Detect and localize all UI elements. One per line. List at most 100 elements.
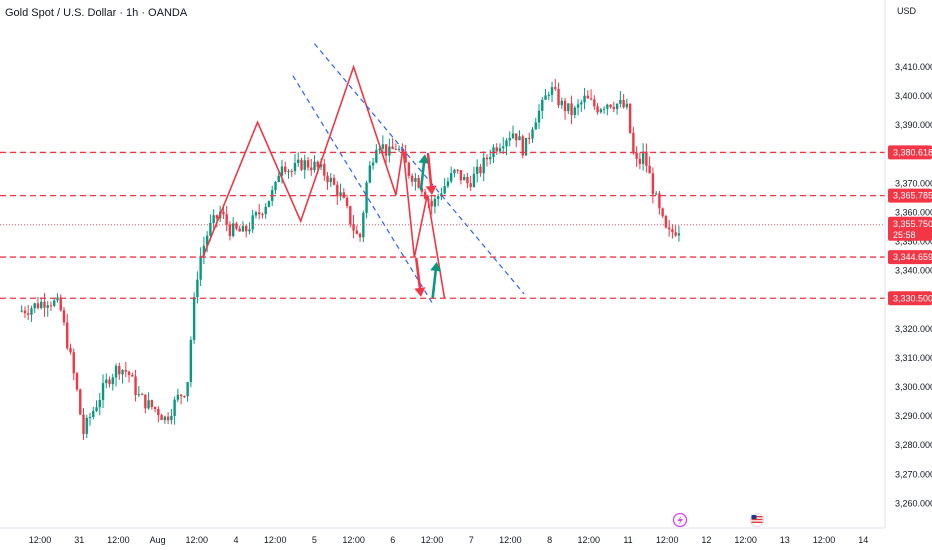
- candle-body: [606, 104, 609, 109]
- currency-label[interactable]: USD: [897, 6, 917, 16]
- candle-body: [46, 305, 49, 308]
- candle-body: [667, 227, 671, 230]
- candle-body: [654, 193, 658, 195]
- chart-title: Gold Spot / U.S. Dollar · 1h · OANDA: [5, 7, 188, 19]
- x-tick-label: 4: [233, 535, 238, 545]
- candle-body: [124, 369, 128, 372]
- candle-body: [82, 414, 85, 434]
- candle-body: [384, 144, 388, 156]
- candle-body: [196, 279, 199, 298]
- x-tick-label: 8: [547, 535, 552, 545]
- x-tick-label: 12:00: [107, 535, 130, 545]
- candle-body: [316, 161, 319, 168]
- candle-body: [534, 122, 537, 130]
- candle-body: [101, 383, 105, 400]
- x-tick-label: 5: [312, 535, 317, 545]
- level-price-label: 3,380.618: [893, 147, 932, 157]
- candle-body: [612, 107, 616, 110]
- x-tick-label: 12:00: [734, 535, 757, 545]
- level-price-tag: [888, 291, 932, 306]
- lightning-icon[interactable]: [672, 512, 688, 528]
- candle-body: [20, 310, 23, 312]
- candle-body: [23, 310, 27, 314]
- candle-body: [521, 136, 524, 156]
- candle-body: [332, 177, 336, 185]
- candle-body: [336, 184, 339, 197]
- candle-countdown: 25:58: [893, 230, 916, 240]
- candle-body: [537, 110, 541, 123]
- candle-body: [593, 99, 596, 107]
- candle-body: [127, 371, 131, 375]
- candle-body: [674, 232, 677, 236]
- candle-body: [550, 87, 554, 95]
- candle-body: [511, 133, 515, 139]
- candle-body: [92, 410, 95, 417]
- candle-body: [414, 178, 417, 182]
- candle-body: [632, 132, 635, 153]
- candle-body: [248, 229, 251, 232]
- level-price-tag: [888, 145, 932, 160]
- candle-body: [27, 313, 30, 315]
- candle-body: [274, 181, 277, 191]
- x-tick-label: 12:00: [186, 535, 209, 545]
- candle-body: [352, 224, 355, 231]
- y-tick-label: 3,290.000: [895, 411, 932, 421]
- green-arrow[interactable]: [430, 261, 442, 299]
- candle-body: [222, 211, 225, 215]
- candle-body: [586, 95, 590, 99]
- candle-body: [131, 374, 134, 377]
- candle-body: [277, 175, 280, 182]
- candle-body: [264, 206, 267, 215]
- level-price-tag: [888, 250, 932, 265]
- candle-body: [498, 148, 502, 152]
- candles-layer: [20, 78, 681, 440]
- candle-body: [596, 106, 599, 113]
- candle-body: [261, 214, 264, 216]
- candle-body: [602, 108, 606, 110]
- drawings-layer: [201, 43, 525, 303]
- candle-body: [290, 171, 293, 173]
- pattern-line[interactable]: [201, 64, 446, 299]
- red-arrow[interactable]: [425, 152, 437, 195]
- candle-body: [157, 409, 160, 416]
- candle-body: [212, 215, 215, 223]
- level-price-label: 3,344.659: [893, 252, 932, 262]
- candle-body: [329, 177, 332, 183]
- y-tick-label: 3,270.000: [895, 469, 932, 479]
- green-arrow[interactable]: [418, 154, 430, 191]
- candle-body: [75, 373, 79, 390]
- y-tick-label: 3,340.000: [895, 266, 932, 276]
- candle-body: [297, 159, 300, 164]
- candle-body: [576, 104, 580, 108]
- red-arrow[interactable]: [414, 257, 426, 297]
- candle-body: [30, 308, 33, 315]
- candle-body: [56, 297, 59, 301]
- candle-body: [111, 377, 114, 385]
- price-axis[interactable]: 3,260.000 3,270.000 3,280.000 3,290.000 3,30…: [895, 62, 932, 509]
- candle-body: [72, 352, 75, 374]
- candle-body: [287, 171, 290, 173]
- candle-body: [430, 200, 433, 207]
- candle-body: [144, 394, 147, 409]
- candle-body: [573, 107, 577, 116]
- us-flag-icon[interactable]: [750, 513, 764, 527]
- candle-body: [619, 99, 622, 104]
- channel-line[interactable]: [313, 43, 525, 295]
- time-axis[interactable]: 12:00 31 12:00 Aug 12:00 4 12:00 5 12:00 6 12:00 7 1…: [29, 535, 868, 545]
- candle-body: [638, 158, 642, 164]
- y-tick-label: 3,320.000: [895, 324, 932, 334]
- y-tick-label: 3,310.000: [895, 353, 932, 363]
- candle-body: [134, 376, 137, 396]
- candle-body: [524, 137, 528, 156]
- candle-body: [397, 148, 401, 150]
- candle-body: [147, 400, 150, 409]
- candle-body: [43, 301, 46, 308]
- candle-body: [280, 166, 284, 176]
- candle-body: [375, 149, 378, 163]
- candle-body: [502, 146, 505, 149]
- x-tick-label: 14: [858, 535, 868, 545]
- candle-body: [66, 322, 69, 348]
- candle-body: [345, 197, 349, 207]
- candle-body: [531, 129, 534, 139]
